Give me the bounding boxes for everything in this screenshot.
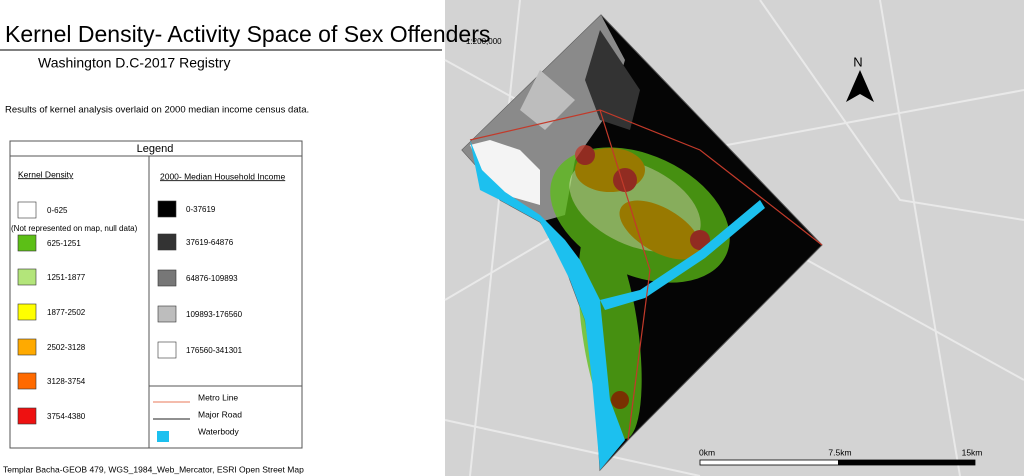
- title: Kernel Density- Activity Space of Sex Of…: [5, 21, 490, 47]
- legend: Legend Kernel Density 2000- Median House…: [9, 140, 303, 449]
- credit: Templar Bacha-GEOB 479, WGS_1984_Web_Mer…: [3, 464, 304, 474]
- potomac-river: [470, 140, 625, 470]
- legend-swatch: [157, 233, 177, 251]
- legend-label: 1877-2502: [47, 308, 86, 317]
- scale-label: 0km: [699, 447, 715, 457]
- scale-bar-segment: [838, 460, 975, 465]
- legend-swatch: [17, 303, 37, 321]
- legend-label: 3128-3754: [47, 377, 86, 386]
- legend-swatch: [17, 407, 37, 425]
- legend-section-title: Kernel Density: [18, 169, 74, 179]
- legend-label: 109893-176560: [186, 310, 243, 319]
- legend-label: 2502-3128: [47, 343, 86, 352]
- legend-frame: [9, 140, 303, 449]
- legend-label: 3754-4380: [47, 412, 86, 421]
- legend-swatch: [157, 341, 177, 359]
- legend-label: Waterbody: [198, 426, 240, 436]
- legend-swatch: [17, 201, 37, 219]
- legend-swatch: [157, 431, 169, 442]
- description: Results of kernel analysis overlaid on 2…: [5, 105, 309, 116]
- legend-section-title: 2000- Median Household Income: [160, 171, 285, 181]
- legend-label: 64876-109893: [186, 274, 238, 283]
- legend-label: 625-1251: [47, 239, 81, 248]
- legend-swatch: [17, 268, 37, 286]
- income-area: [470, 140, 540, 205]
- legend-swatch: [17, 372, 37, 390]
- anacostia-river: [600, 200, 765, 310]
- north-label: N: [853, 54, 862, 69]
- legend-label: 1251-1877: [47, 273, 86, 282]
- legend-label: 176560-341301: [186, 346, 243, 355]
- north-arrow: [846, 70, 874, 102]
- scale-labels: 0km 7.5km 15km: [699, 447, 982, 457]
- legend-swatch: [17, 234, 37, 252]
- legend-label: 0-625: [47, 206, 68, 215]
- income-area: [585, 30, 640, 130]
- legend-swatch: [157, 200, 177, 218]
- legend-label: Metro Line: [198, 392, 238, 402]
- metro-lines: [469, 109, 823, 441]
- scale-label: 7.5km: [828, 447, 851, 457]
- legend-note: (Not represented on map, null data): [11, 224, 138, 233]
- legend-title: Legend: [137, 143, 174, 155]
- legend-label: 37619-64876: [186, 238, 234, 247]
- legend-label: Major Road: [198, 409, 242, 419]
- legend-swatch: [17, 338, 37, 356]
- legend-label: 0-37619: [186, 205, 216, 214]
- map: 1:200,000 N: [444, 0, 1024, 476]
- kernel-density: [550, 145, 730, 439]
- legend-swatch: [157, 305, 177, 323]
- legend-swatch: [157, 269, 177, 287]
- income-area: [520, 70, 575, 130]
- subtitle: Washington D.C-2017 Registry: [38, 55, 230, 71]
- scale-text: 1:200,000: [466, 37, 502, 46]
- scale-label: 15km: [962, 447, 983, 457]
